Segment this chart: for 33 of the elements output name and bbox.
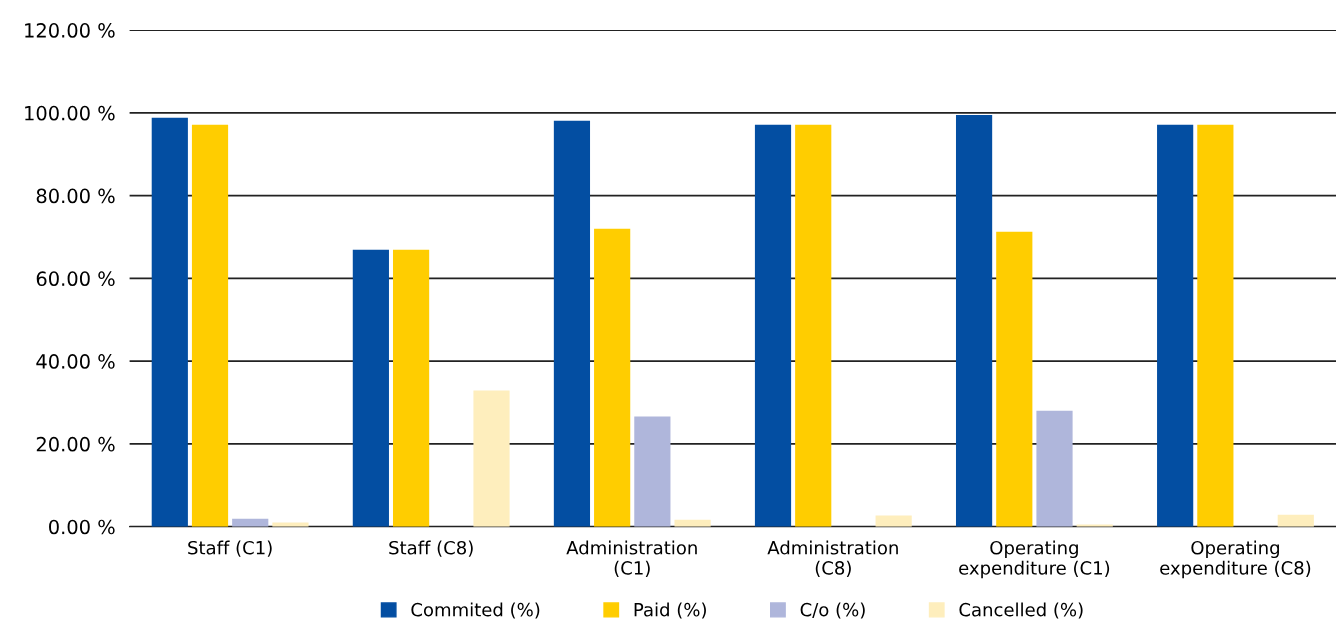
bar xyxy=(754,124,792,527)
bar xyxy=(553,120,591,527)
y-tick-label: 40.00 % xyxy=(36,354,115,369)
x-tick-label: Administration (C8) xyxy=(767,540,898,577)
bar xyxy=(392,249,430,527)
bar xyxy=(473,390,510,527)
x-tick-label: Staff (C1) xyxy=(188,540,272,557)
bar xyxy=(151,117,188,527)
y-tick-label: 60.00 % xyxy=(36,271,115,287)
y-tick-label: 0.00 % xyxy=(49,519,115,535)
y-tick-label: 80.00 % xyxy=(36,188,115,204)
legend-label: Commited (%) xyxy=(411,602,540,619)
legend-label: Paid (%) xyxy=(634,602,706,619)
bar xyxy=(1157,124,1194,527)
x-tick-label: Administration (C1) xyxy=(566,540,697,577)
x-tick-label: Staff (C8) xyxy=(389,540,473,557)
bar xyxy=(1197,124,1234,527)
bar xyxy=(1036,410,1073,527)
bar xyxy=(634,416,671,527)
bar xyxy=(191,124,229,527)
x-tick-label: Operating expenditure (C1) xyxy=(959,540,1110,579)
legend-label: Cancelled (%) xyxy=(959,602,1083,619)
bar xyxy=(955,114,993,527)
bar xyxy=(594,228,631,527)
y-tick-label: 20.00 % xyxy=(36,436,115,452)
bar xyxy=(1277,514,1314,527)
bar xyxy=(996,231,1033,527)
y-tick-label: 120.00 % xyxy=(25,23,115,38)
y-tick-label: 100.00 % xyxy=(25,105,115,121)
bar xyxy=(795,124,832,527)
legend-label: C/o (%) xyxy=(800,602,865,619)
bar xyxy=(352,249,389,527)
x-tick-label: Operating expenditure (C8) xyxy=(1160,540,1311,579)
